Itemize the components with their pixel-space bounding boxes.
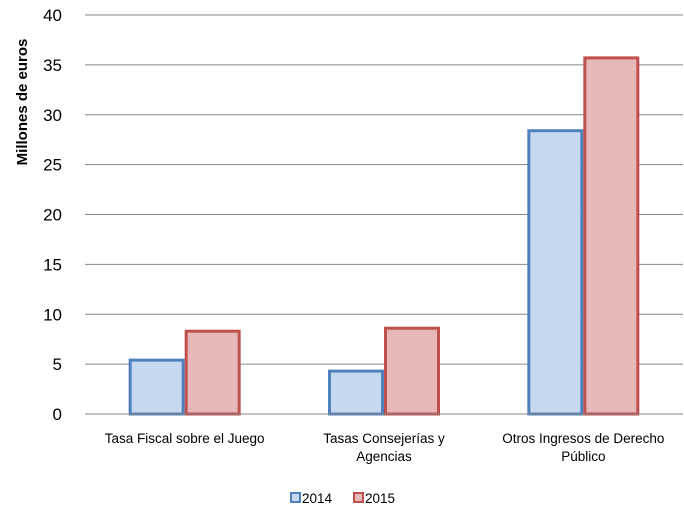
y-tick-label: 35 [43, 56, 62, 75]
bar-2015-1 [384, 326, 440, 416]
y-tick-label: 0 [53, 405, 62, 424]
legend-label-2014: 2014 [302, 491, 333, 506]
y-tick-label: 15 [43, 255, 62, 274]
y-tick-label: 10 [43, 305, 62, 324]
bar-2014-1 [328, 369, 384, 416]
legend-label-2015: 2015 [365, 491, 395, 506]
bar-2015-2 [583, 56, 640, 416]
category-labels: Tasa Fiscal sobre el Juego Tasas Consejer… [105, 431, 665, 464]
y-tick-label: 30 [43, 106, 62, 125]
category-label: Agencias [356, 449, 412, 464]
legend: 2014 2015 [290, 491, 395, 506]
y-tick-label: 20 [43, 206, 62, 225]
legend-swatch-2014 [290, 492, 301, 503]
y-axis-label: Millones de euros [14, 39, 31, 166]
bars [128, 56, 640, 416]
category-label: Tasa Fiscal sobre el Juego [105, 431, 265, 446]
bar-2015-0 [184, 329, 241, 416]
bar-2014-0 [128, 358, 185, 416]
y-tick-label: 5 [53, 355, 62, 374]
y-axis-ticks: 0 5 10 15 20 25 30 35 40 [43, 6, 62, 424]
legend-swatch-2015 [353, 492, 364, 503]
category-label: Otros Ingresos de Derecho [502, 431, 664, 446]
category-label: Público [561, 449, 605, 464]
bar-2014-2 [527, 129, 584, 416]
y-tick-label: 25 [43, 156, 62, 175]
gridlines [85, 14, 683, 365]
y-tick-label: 40 [43, 6, 62, 25]
category-label: Tasas Consejerías y [323, 431, 445, 446]
